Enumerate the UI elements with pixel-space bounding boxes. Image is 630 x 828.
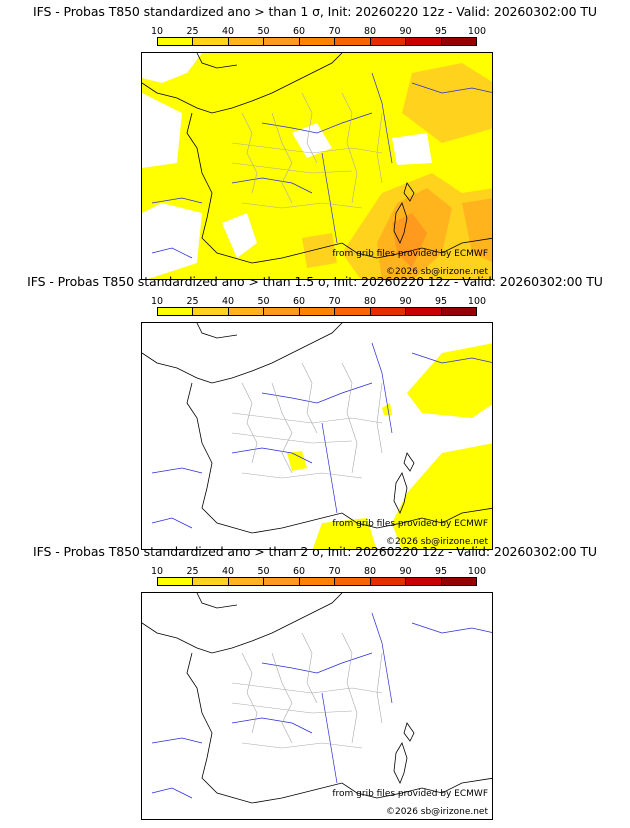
legend-label: 100 [467, 566, 487, 577]
rivers [151, 342, 492, 529]
admin-borders [231, 92, 383, 209]
probability-map: from grib files provided by ECMWF ©2026 … [141, 52, 493, 280]
legend-swatch [158, 578, 194, 585]
legend-swatch [228, 578, 265, 585]
credit-copyright: ©2026 sb@irizone.net [386, 267, 488, 277]
legend-swatch [406, 308, 442, 315]
legend-swatch [264, 38, 300, 45]
admin-borders [231, 362, 383, 479]
panel-title: IFS - Probas T850 standardized ano > tha… [33, 544, 597, 559]
legend-label: 25 [186, 296, 199, 307]
legend-swatch [335, 578, 371, 585]
legend-swatch [299, 578, 336, 585]
legend-swatch [441, 308, 476, 315]
legend-label: 80 [363, 566, 377, 577]
map-panel-1: IFS - Probas T850 standardized ano > tha… [0, 4, 630, 280]
legend-label: 70 [328, 26, 341, 37]
panel-title: IFS - Probas T850 standardized ano > tha… [27, 274, 603, 289]
coastline [142, 323, 492, 534]
probability-map: from grib files provided by ECMWF ©2026 … [141, 592, 493, 820]
legend-swatch [406, 38, 442, 45]
legend-swatch [370, 38, 407, 45]
legend-colorbar [157, 577, 477, 586]
legend-label: 40 [221, 296, 235, 307]
legend-label: 90 [399, 566, 412, 577]
legend-swatch [264, 308, 300, 315]
legend-swatch [228, 308, 265, 315]
legend-label: 60 [292, 26, 306, 37]
legend-label: 70 [328, 296, 341, 307]
legend-swatch [370, 308, 407, 315]
color-legend: 10 25 40 50 60 70 80 90 95 100 [151, 566, 486, 588]
map-panel-2: IFS - Probas T850 standardized ano > tha… [0, 274, 630, 550]
legend-label: 60 [292, 566, 306, 577]
legend-label: 70 [328, 566, 341, 577]
legend-label: 10 [150, 566, 164, 577]
legend-swatch [406, 578, 442, 585]
probability-map: from grib files provided by ECMWF ©2026 … [141, 322, 493, 550]
legend-label: 80 [363, 296, 377, 307]
panel-title: IFS - Probas T850 standardized ano > tha… [33, 4, 597, 19]
legend-label: 95 [434, 566, 448, 577]
legend-label: 40 [221, 26, 235, 37]
rivers [151, 612, 492, 799]
legend-label: 10 [150, 26, 164, 37]
credit-source: from grib files provided by ECMWF [332, 519, 488, 529]
legend-label: 50 [257, 26, 270, 37]
color-legend: 10 25 40 50 60 70 80 90 95 100 [151, 26, 486, 48]
credit-copyright: ©2026 sb@irizone.net [386, 537, 488, 547]
legend-swatch [193, 308, 229, 315]
legend-swatch [264, 578, 300, 585]
legend-swatch [370, 578, 407, 585]
legend-colorbar [157, 37, 477, 46]
credit-source: from grib files provided by ECMWF [332, 249, 488, 259]
color-legend: 10 25 40 50 60 70 80 90 95 100 [151, 296, 486, 318]
legend-swatch [299, 308, 336, 315]
legend-label: 100 [467, 296, 487, 307]
legend-label: 95 [434, 26, 448, 37]
legend-swatch [441, 578, 476, 585]
legend-label: 40 [221, 566, 235, 577]
legend-label: 25 [186, 566, 199, 577]
legend-swatch [335, 308, 371, 315]
legend-swatch [299, 38, 336, 45]
credit-copyright: ©2026 sb@irizone.net [386, 807, 488, 817]
legend-label: 50 [257, 566, 270, 577]
coastline [142, 593, 492, 804]
coastline [142, 53, 492, 264]
probability-shading [287, 343, 492, 549]
legend-label: 95 [434, 296, 448, 307]
legend-swatch [193, 38, 229, 45]
legend-swatch [193, 578, 229, 585]
legend-label: 100 [467, 26, 487, 37]
legend-swatch [228, 38, 265, 45]
rivers [151, 72, 492, 259]
legend-colorbar [157, 307, 477, 316]
map-panel-3: IFS - Probas T850 standardized ano > tha… [0, 544, 630, 820]
legend-swatch [158, 308, 194, 315]
legend-label: 80 [363, 26, 377, 37]
legend-label: 10 [150, 296, 164, 307]
legend-label: 50 [257, 296, 270, 307]
legend-label: 25 [186, 26, 199, 37]
probability-shading [142, 53, 492, 279]
legend-swatch [158, 38, 194, 45]
credit-source: from grib files provided by ECMWF [332, 789, 488, 799]
legend-label: 90 [399, 296, 412, 307]
legend-swatch [441, 38, 476, 45]
admin-borders [231, 632, 383, 749]
legend-label: 60 [292, 296, 306, 307]
legend-swatch [335, 38, 371, 45]
legend-label: 90 [399, 26, 412, 37]
